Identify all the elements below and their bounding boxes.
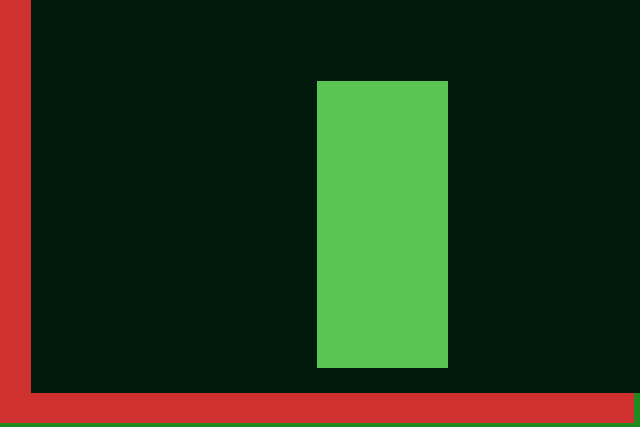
green-edge-bottom bbox=[0, 423, 640, 427]
red-bar-bottom bbox=[0, 393, 634, 423]
red-bar-left bbox=[0, 0, 31, 423]
green-edge-right bbox=[634, 393, 640, 427]
green-rectangle bbox=[317, 81, 448, 368]
